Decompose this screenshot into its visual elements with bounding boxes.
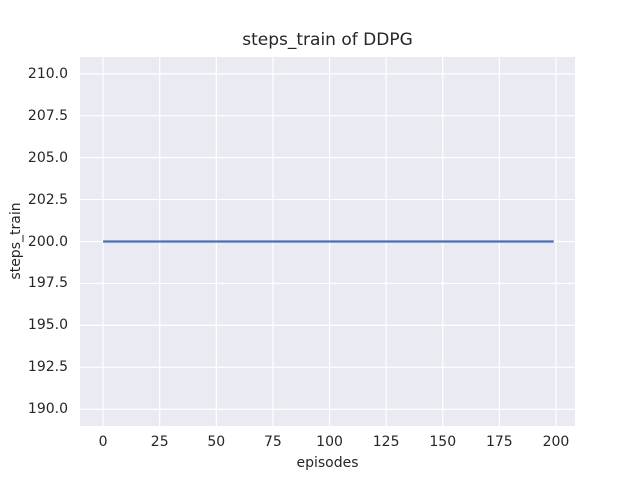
y-tick-label: 210.0 <box>27 65 68 82</box>
x-tick-label: 75 <box>264 434 282 450</box>
x-tick-label: 100 <box>316 434 343 450</box>
plot-canvas <box>80 57 575 426</box>
plot-area <box>80 57 575 426</box>
y-tick-label: 202.5 <box>27 191 68 208</box>
x-tick-label: 175 <box>485 434 513 450</box>
y-tick-label: 200.0 <box>27 233 68 250</box>
x-tick-label: 50 <box>207 434 226 450</box>
x-tick-label: 25 <box>150 434 169 450</box>
x-tick-label: 125 <box>372 434 400 450</box>
y-tick-label: 205.0 <box>27 149 68 166</box>
chart-title: steps_train of DDPG <box>242 30 413 50</box>
y-tick-label: 197.5 <box>27 275 68 292</box>
x-axis-label: episodes <box>296 455 359 471</box>
y-tick-label: 195.0 <box>27 317 68 334</box>
y-tick-label: 207.5 <box>27 107 68 124</box>
y-axis-label: steps_train <box>8 202 24 280</box>
x-tick-label: 150 <box>429 434 457 450</box>
x-tick-label: 200 <box>542 434 570 450</box>
y-tick-label: 192.5 <box>27 359 68 376</box>
x-tick-label: 0 <box>98 434 108 450</box>
y-tick-label: 190.0 <box>27 401 68 418</box>
